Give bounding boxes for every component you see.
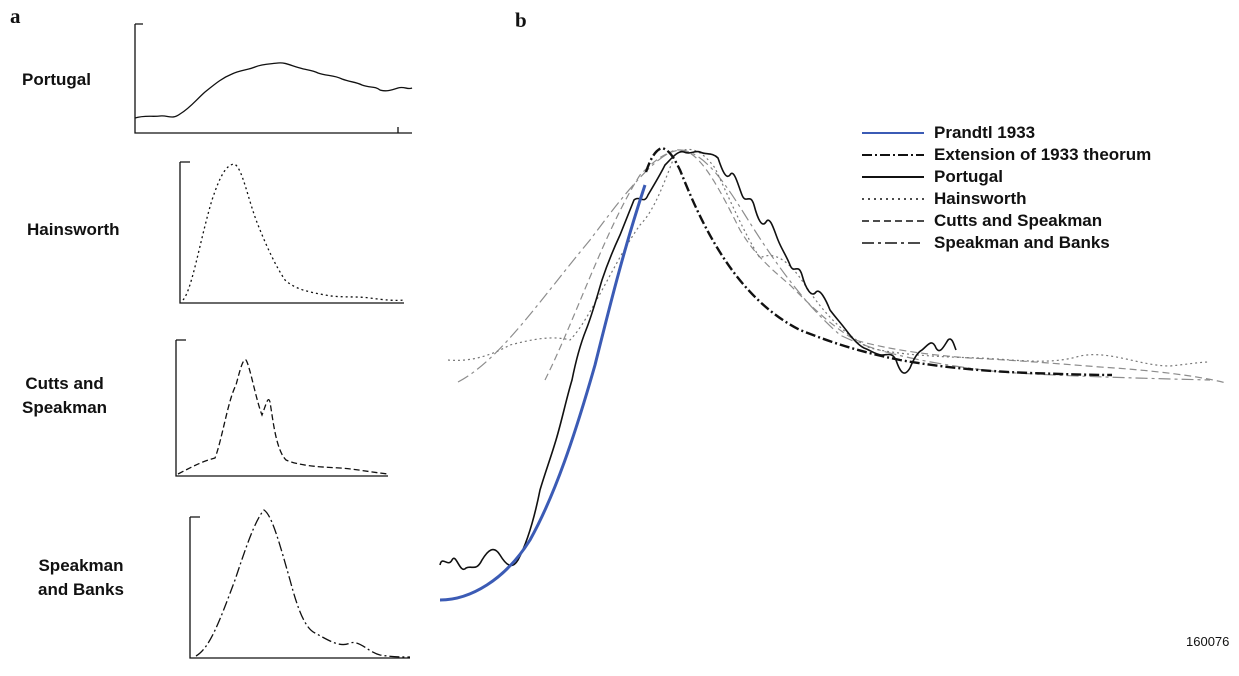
legend-label-portugal: Portugal	[934, 167, 1003, 186]
legend-label-extension: Extension of 1933 theorum	[934, 145, 1152, 164]
legend-swatch-prandtl	[862, 132, 924, 134]
axes-hainsworth	[179, 161, 404, 304]
small-chart-hainsworth	[179, 161, 405, 304]
axes-cutts	[175, 339, 388, 477]
small-chart-speakman	[189, 509, 411, 659]
label-cutts-line1: Cutts and	[25, 374, 104, 393]
series-speakman-small	[195, 509, 411, 658]
legend-swatch-hainsworth	[862, 198, 924, 200]
legend-item-extension: Extension of 1933 theorum	[862, 144, 1151, 166]
label-hainsworth: Hainsworth	[27, 218, 120, 242]
legend-item-prandtl: Prandtl 1933	[862, 122, 1151, 144]
label-hainsworth-line1: Hainsworth	[27, 220, 120, 239]
panel-label-b: b	[515, 8, 527, 32]
label-speakman-line2: and Banks	[38, 580, 124, 599]
legend-swatch-speakman	[862, 242, 924, 244]
label-speakman-banks: Speakman and Banks	[38, 554, 124, 602]
label-portugal: Portugal	[22, 68, 91, 92]
legend: Prandtl 1933 Extension of 1933 theorum P…	[862, 122, 1151, 254]
legend-label-prandtl: Prandtl 1933	[934, 123, 1036, 142]
legend-label-speakman: Speakman and Banks	[934, 233, 1110, 252]
main-chart	[439, 146, 1227, 602]
figure-code: 160076	[1186, 634, 1230, 649]
panel-label-a: a	[10, 4, 21, 28]
legend-item-speakman: Speakman and Banks	[862, 232, 1151, 254]
series-extension-1933	[644, 146, 1113, 377]
series-speakman-banks	[457, 149, 1211, 383]
small-chart-portugal	[134, 23, 413, 134]
axes-portugal	[134, 23, 412, 134]
legend-item-portugal: Portugal	[862, 166, 1151, 188]
series-prandtl-1933	[439, 184, 647, 602]
label-cutts-speakman: Cutts and Speakman	[22, 372, 107, 420]
legend-item-hainsworth: Hainsworth	[862, 188, 1151, 210]
label-portugal-line1: Portugal	[22, 70, 91, 89]
legend-swatch-cutts	[862, 220, 924, 222]
series-cutts-speakman	[544, 149, 1227, 384]
series-portugal-small	[134, 62, 413, 119]
legend-label-cutts: Cutts and Speakman	[934, 211, 1103, 230]
series-hainsworth-small	[182, 163, 405, 302]
legend-label-hainsworth: Hainsworth	[934, 189, 1027, 208]
label-cutts-line2: Speakman	[22, 398, 108, 417]
legend-swatch-portugal	[862, 176, 924, 178]
legend-swatch-extension	[862, 154, 924, 156]
legend-item-cutts: Cutts and Speakman	[862, 210, 1151, 232]
series-portugal	[439, 150, 957, 571]
label-speakman-line1: Speakman	[38, 556, 124, 575]
axes-speakman	[189, 516, 410, 659]
small-chart-cutts	[175, 339, 389, 477]
series-cutts-small	[177, 359, 389, 475]
